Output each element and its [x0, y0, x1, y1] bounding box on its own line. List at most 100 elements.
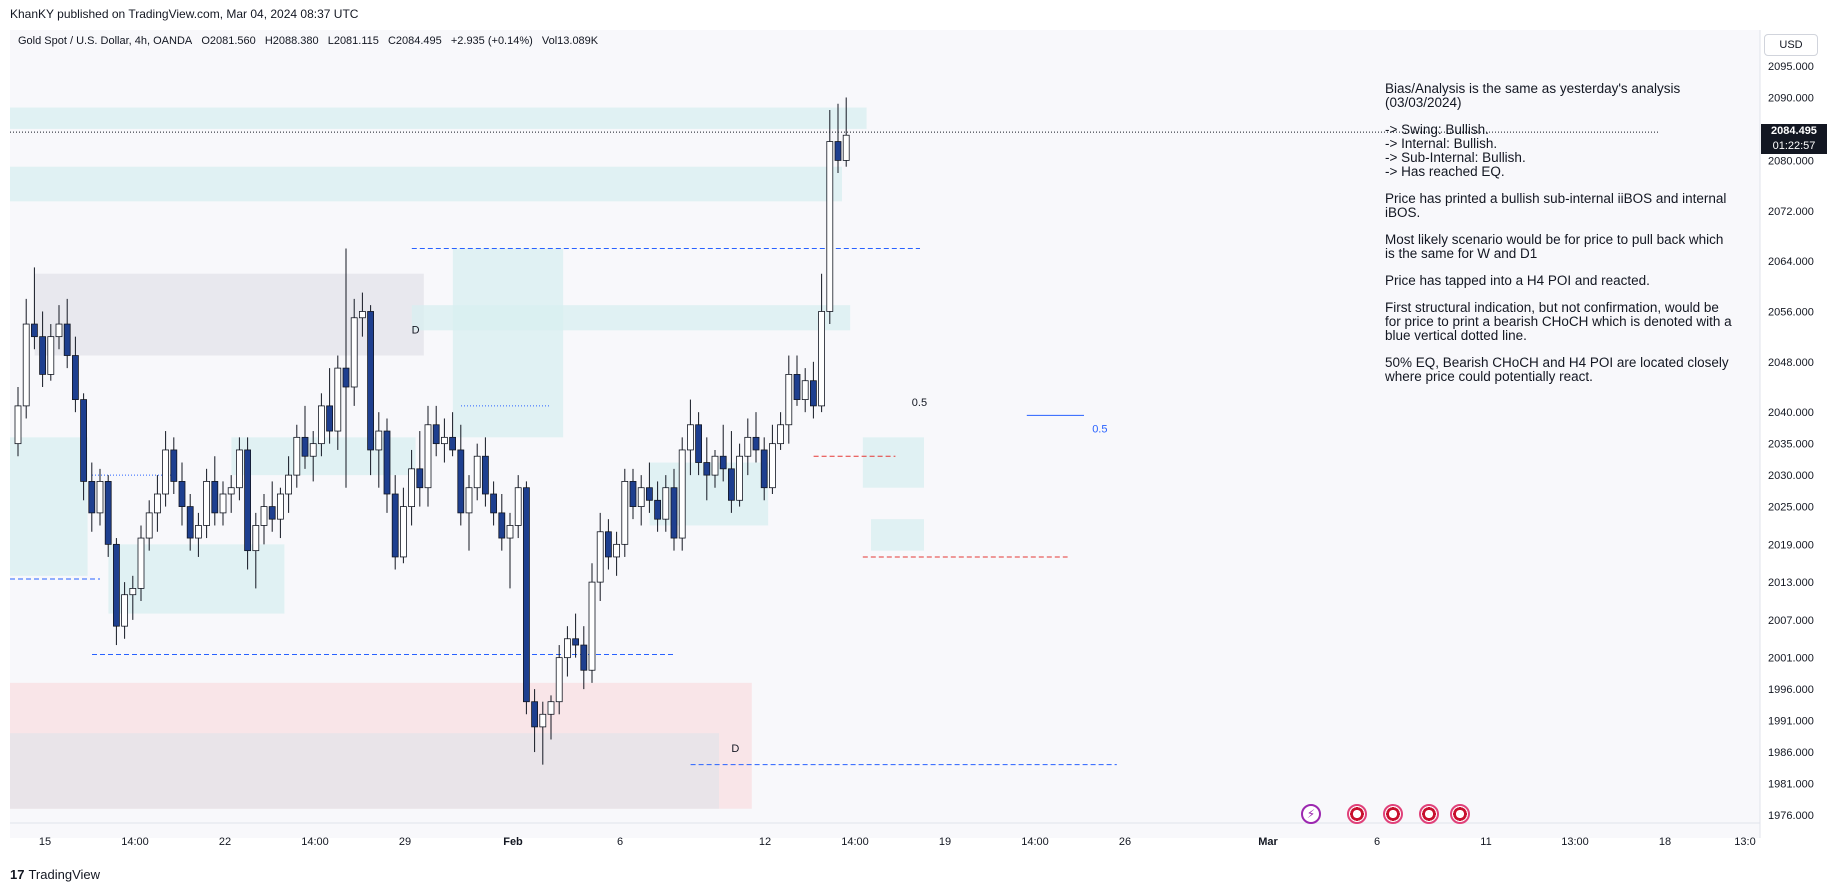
time-tick-label: 14:00: [301, 836, 329, 848]
candle: [695, 412, 702, 476]
candle-body: [810, 380, 817, 407]
candle-body: [777, 424, 784, 445]
time-tick-label: 13:0: [1734, 836, 1755, 848]
candle-body: [375, 430, 383, 451]
price-axis[interactable]: 2095.000 2090.000 2080.000 2072.000 2064.000…: [1768, 61, 1814, 822]
currency-selector[interactable]: USD: [1764, 34, 1818, 56]
note-paragraph: Price has printed a bullish sub-internal…: [1385, 191, 1727, 220]
candle: [227, 475, 235, 513]
price-tick-label: 2080.000: [1768, 155, 1814, 167]
candle-body: [309, 443, 317, 457]
candle: [194, 512, 202, 557]
candle: [514, 475, 522, 539]
price-tick-label: 2072.000: [1768, 206, 1814, 218]
candle: [457, 424, 465, 526]
candle: [350, 298, 358, 406]
candle: [399, 487, 407, 564]
candle: [654, 481, 661, 532]
time-tick-label: 19: [939, 836, 951, 848]
candle-body: [744, 436, 752, 457]
candle: [440, 418, 448, 463]
candle-body: [826, 141, 834, 312]
candle-body: [121, 594, 128, 627]
candle: [113, 538, 120, 646]
candle: [605, 519, 612, 570]
price-tick-label: 2035.000: [1768, 439, 1814, 451]
price-tick-label: 2001.000: [1768, 653, 1814, 665]
time-tick-label: 22: [219, 836, 231, 848]
candle-body: [670, 487, 678, 539]
candle-body: [481, 455, 489, 495]
candle: [342, 248, 350, 488]
candle-body: [268, 506, 276, 520]
candle: [588, 563, 596, 683]
time-tick-label: 14:00: [1021, 836, 1049, 848]
time-axis[interactable]: 15 14:00 22 14:00 29 Feb 6 12 14:00 19 14:00 26 Mar 6…: [39, 836, 1756, 848]
candle-body: [14, 405, 22, 445]
candle: [449, 412, 457, 457]
candle-body: [432, 424, 440, 445]
candle: [244, 437, 252, 570]
candle-body: [219, 493, 227, 514]
price-tick-label: 2019.000: [1768, 539, 1814, 551]
time-tick-label: 6: [1374, 836, 1380, 848]
candle-body: [555, 657, 563, 703]
price-tick-label: 2048.000: [1768, 357, 1814, 369]
candle-body: [326, 405, 334, 432]
ohlc-high: H2088.380: [264, 35, 319, 47]
us-flag-icon[interactable]: [1347, 804, 1367, 824]
candle-body: [678, 449, 686, 539]
candle: [285, 456, 293, 513]
candle-body: [637, 487, 645, 507]
levels-layer: [10, 131, 1658, 766]
zone-blue: [452, 248, 564, 438]
candle: [326, 368, 334, 444]
candle: [572, 613, 579, 658]
candle-body: [235, 449, 243, 489]
ohlc-close: C2084.495: [387, 35, 442, 47]
zone-blue: [10, 437, 88, 576]
candle: [63, 298, 71, 369]
candle-body: [605, 531, 612, 558]
zone-gray: [34, 273, 424, 356]
candle-body: [490, 493, 498, 514]
candle-body: [153, 493, 161, 514]
candle-body: [391, 493, 399, 558]
candle-body: [523, 487, 530, 703]
candle-body: [711, 455, 719, 476]
candle: [252, 512, 260, 589]
analysis-note[interactable]: Bias/Analysis is the same as yesterday's…: [1385, 82, 1735, 397]
candle: [621, 468, 629, 557]
zone-blue: [871, 519, 924, 551]
candle-body: [55, 323, 63, 338]
candle-body: [596, 531, 604, 583]
us-flag-icon[interactable]: [1450, 804, 1470, 824]
candle: [104, 475, 112, 557]
us-flag-icon[interactable]: [1383, 804, 1403, 824]
candle-body: [244, 449, 252, 552]
candle-body: [178, 481, 186, 507]
candle: [801, 368, 809, 413]
tradingview-logo[interactable]: 17 TradingView: [10, 867, 100, 882]
price-tick-label: 2007.000: [1768, 615, 1814, 627]
us-flag-icon[interactable]: [1419, 804, 1439, 824]
time-tick-label: 15: [39, 836, 51, 848]
candle-body: [801, 380, 809, 400]
candle: [752, 412, 760, 463]
time-tick-label: 14:00: [121, 836, 149, 848]
candle-body: [30, 323, 38, 338]
lightning-icon[interactable]: ⚡: [1301, 804, 1321, 824]
candle: [760, 437, 768, 501]
candle: [39, 311, 46, 387]
candle-body: [211, 481, 219, 514]
candle: [555, 645, 563, 715]
zone-blue: [10, 107, 867, 129]
candle: [818, 273, 825, 413]
time-tick-label: Mar: [1258, 836, 1278, 848]
candle: [383, 418, 391, 513]
candle: [703, 437, 711, 501]
symbol-name[interactable]: Gold Spot / U.S. Dollar, 4h, OANDA: [18, 35, 193, 47]
candle: [785, 355, 793, 444]
candle: [55, 305, 63, 350]
